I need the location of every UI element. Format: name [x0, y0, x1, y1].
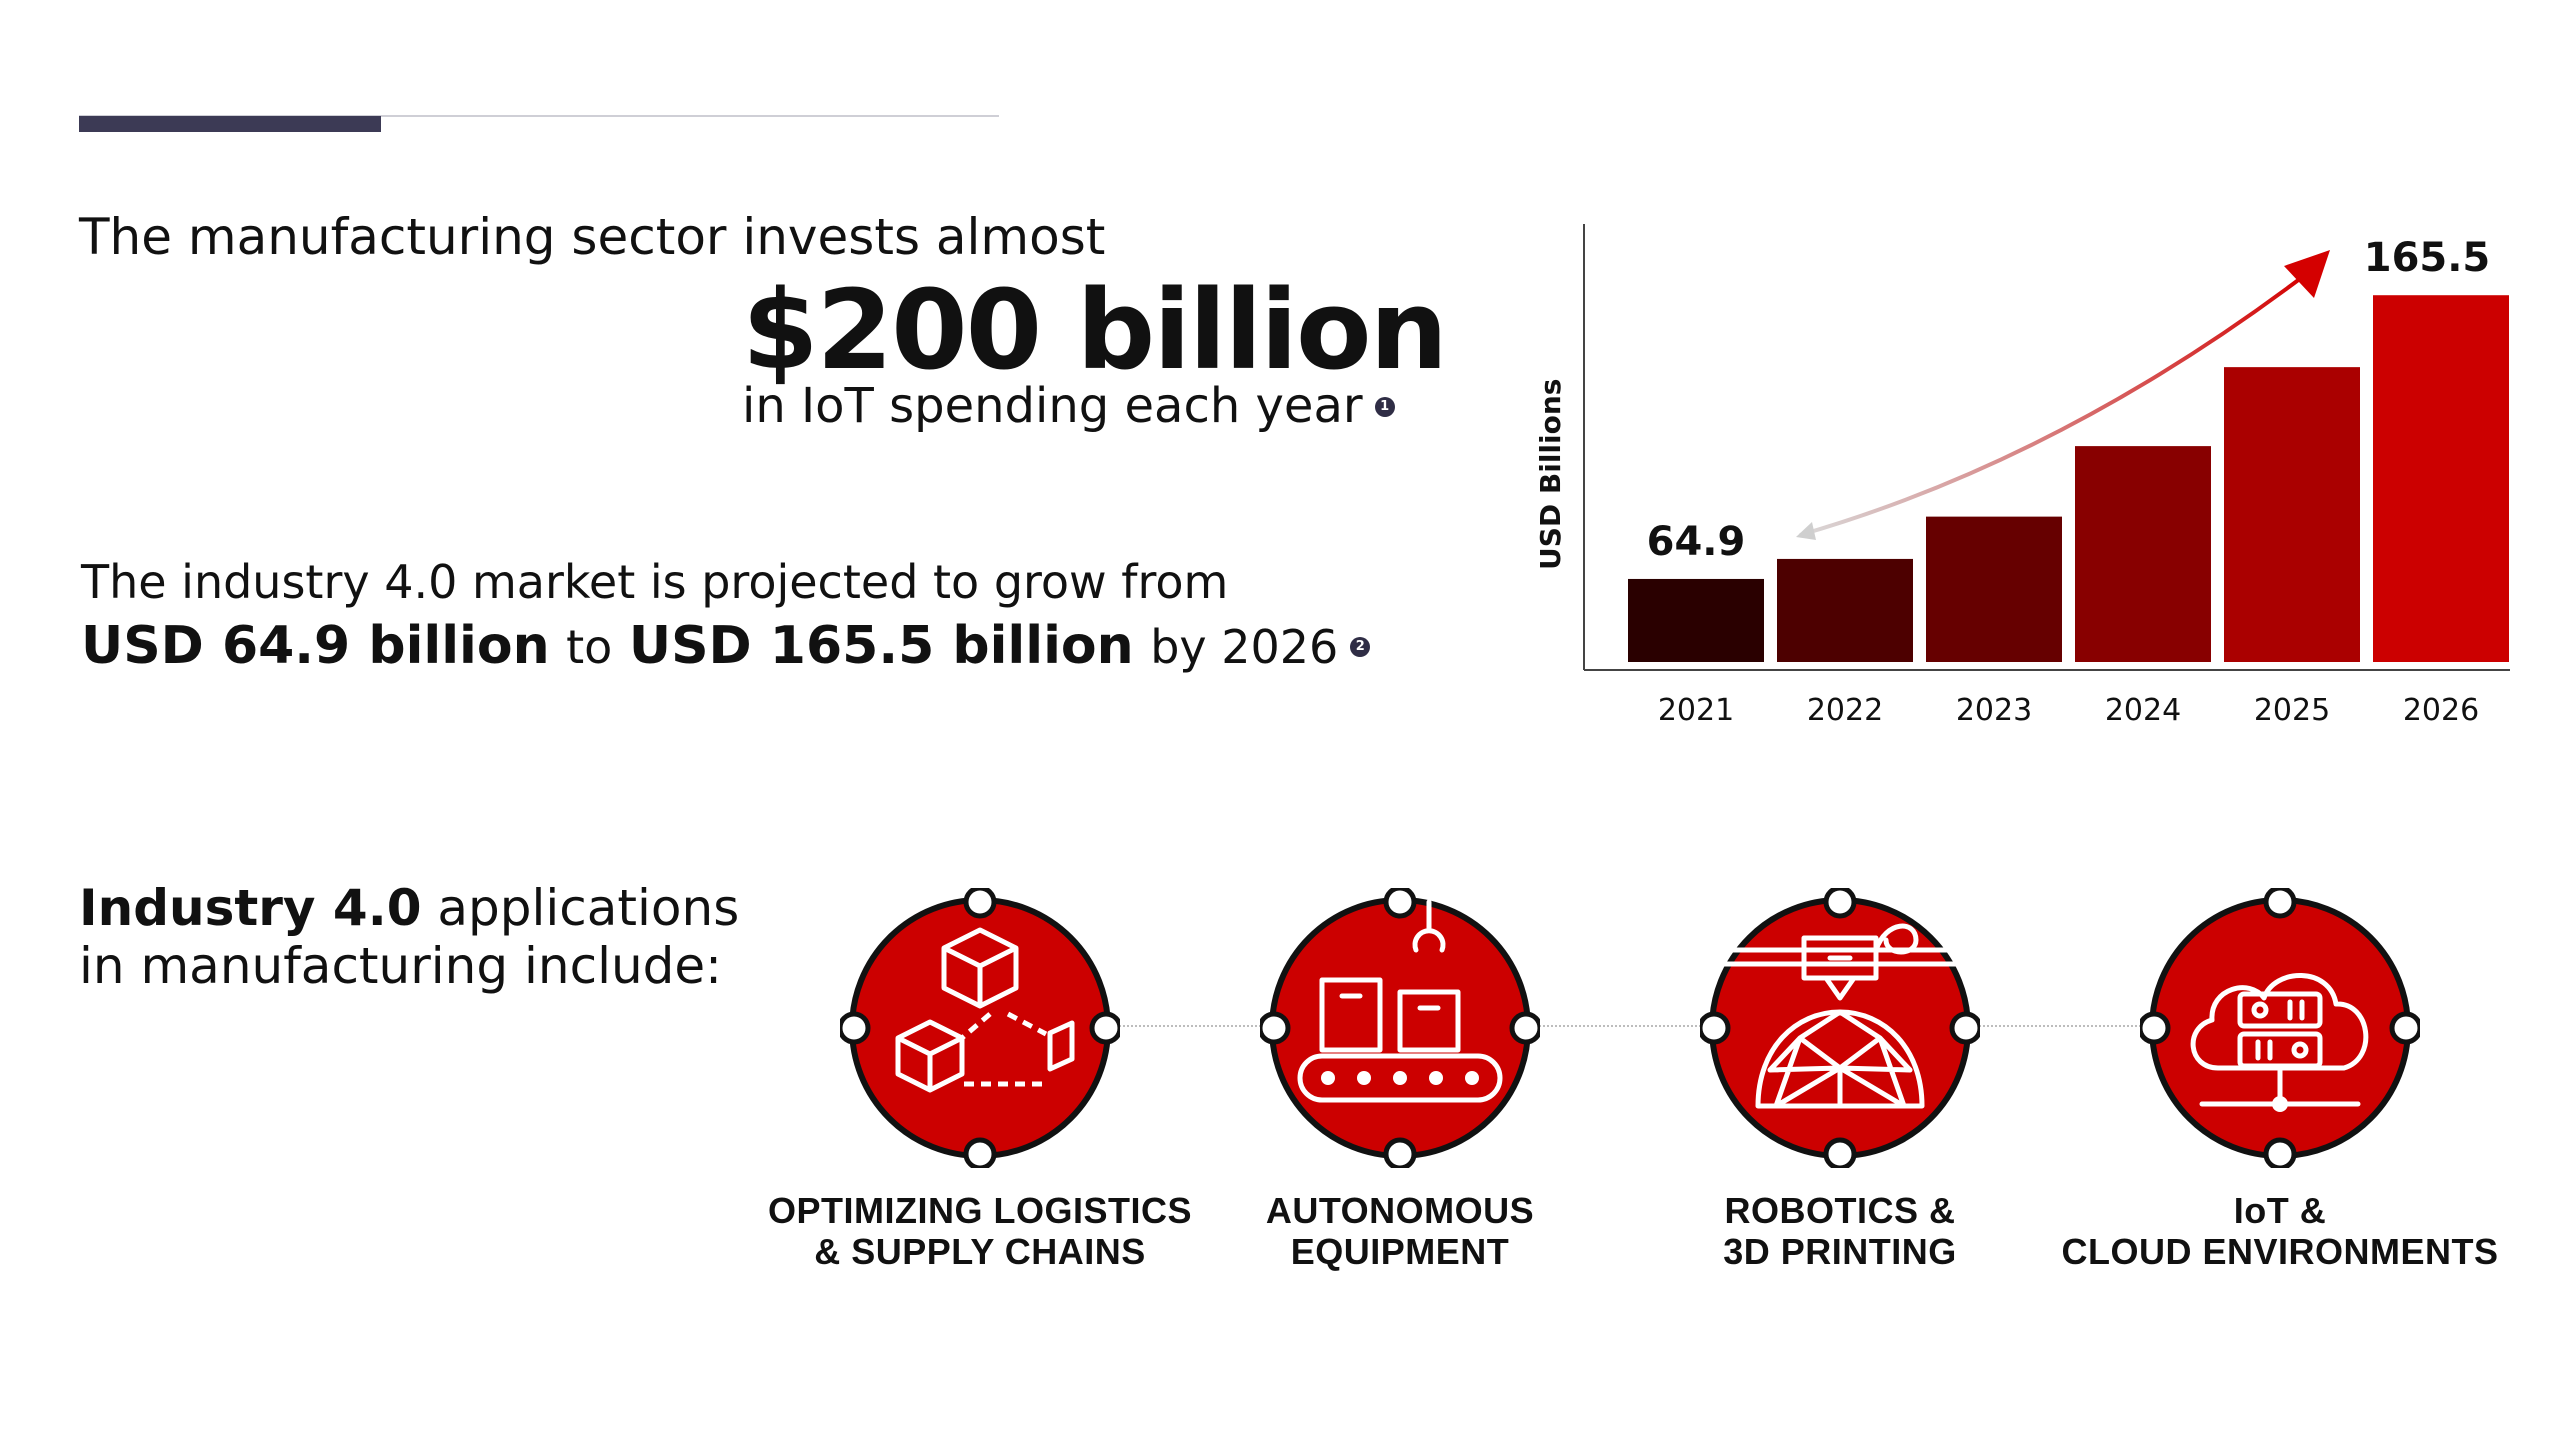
data-label-2026: 165.5	[2364, 235, 2491, 281]
x-tick-2025: 2025	[2254, 693, 2330, 728]
header-rule	[79, 115, 999, 117]
market-growth-chart: USD Billions 2021 2022 2023 2024 2025 2026 64…	[1534, 224, 2510, 728]
x-tick-2023: 2023	[1956, 693, 2032, 728]
x-tick-2024: 2024	[2105, 693, 2181, 728]
headline2-by: by 2026	[1150, 620, 1339, 674]
bar-2022	[1777, 558, 1913, 662]
app-label-autonomous-line1: AUTONOMOUS	[1265, 1190, 1535, 1231]
headline2-from: USD 64.9 billion	[81, 616, 550, 676]
growth-arrow-head	[2284, 250, 2330, 298]
app-label-robotics-line1: ROBOTICS &	[1724, 1190, 1956, 1231]
headline2-to: USD 165.5 billion	[628, 616, 1134, 676]
x-tick-2021: 2021	[1658, 693, 1734, 728]
bar-2024	[2075, 446, 2211, 662]
app-label-logistics-line1: OPTIMIZING LOGISTICS	[768, 1190, 1192, 1231]
headline2-to-word: to	[566, 620, 613, 674]
header-accent-bar	[79, 116, 381, 132]
app-label-logistics-line2: & SUPPLY CHAINS	[814, 1231, 1146, 1273]
app-label-autonomous: AUTONOMOUS EQUIPMENT	[1170, 1190, 1630, 1273]
footnote-marker-2: 2	[1350, 637, 1371, 657]
conveyor-robot-icon	[1260, 888, 1540, 1168]
headline2-lead: The industry 4.0 market is projected to …	[81, 555, 1229, 609]
headline1-tail-text: in IoT spending each year	[742, 378, 1363, 434]
3d-printer-icon	[1700, 888, 1980, 1168]
bar-2023	[1926, 516, 2062, 662]
y-axis-label: USD Billions	[1534, 379, 1567, 570]
boxes-network-icon	[840, 888, 1120, 1168]
apps-heading: Industry 4.0 applications in manufacturi…	[79, 879, 740, 995]
app-label-logistics: OPTIMIZING LOGISTICS & SUPPLY CHAINS	[750, 1190, 1210, 1273]
growth-trend-arrow	[1799, 273, 2307, 537]
app-label-autonomous-line2: EQUIPMENT	[1290, 1231, 1510, 1273]
x-tick-2026: 2026	[2403, 693, 2479, 728]
x-tick-2022: 2022	[1807, 693, 1883, 728]
bar-2021	[1628, 578, 1764, 662]
app-label-iot-cloud: IoT & CLOUD ENVIRONMENTS	[2050, 1190, 2510, 1273]
headline1-tail: in IoT spending each year 1	[742, 380, 1395, 433]
app-label-robotics: ROBOTICS & 3D PRINTING	[1610, 1190, 2070, 1273]
apps-connector-line	[1100, 1025, 2200, 1027]
headline1-lead: The manufacturing sector invests almost	[79, 208, 1106, 266]
cloud-server-icon	[2140, 888, 2420, 1168]
apps-heading-bold: Industry 4.0	[79, 879, 422, 937]
app-label-iot-cloud-line2: CLOUD ENVIRONMENTS	[2061, 1231, 2499, 1273]
app-label-robotics-line2: 3D PRINTING	[1723, 1231, 1957, 1273]
apps-heading-rest: applications	[437, 879, 740, 937]
apps-heading-line2: in manufacturing include:	[79, 936, 722, 995]
bar-2026	[2373, 295, 2509, 662]
app-label-iot-cloud-line1: IoT &	[2233, 1190, 2327, 1231]
headline2-range: USD 64.9 billion to USD 165.5 billion by…	[81, 616, 1371, 676]
bar-2025	[2224, 367, 2360, 662]
growth-arrow-tail	[1796, 522, 1816, 540]
headline1-amount: $200 billion	[742, 266, 1448, 394]
data-label-2021: 64.9	[1647, 519, 1746, 565]
footnote-marker-1: 1	[1374, 397, 1395, 417]
